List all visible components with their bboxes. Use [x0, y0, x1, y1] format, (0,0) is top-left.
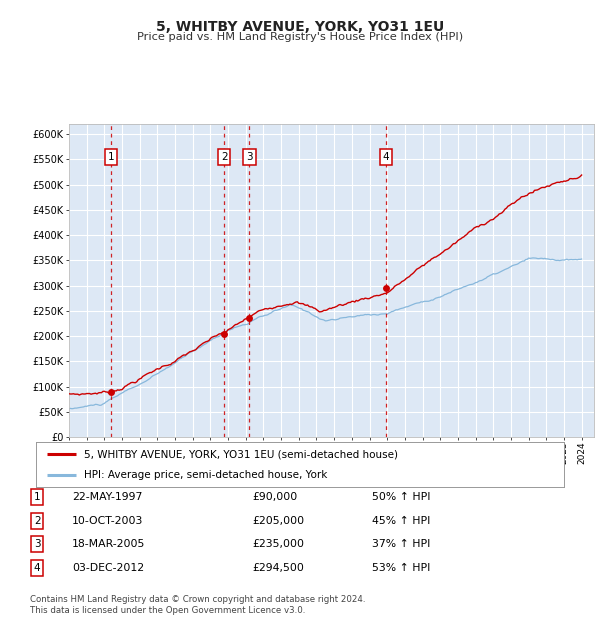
Text: This data is licensed under the Open Government Licence v3.0.: This data is licensed under the Open Gov… — [30, 606, 305, 615]
Text: 4: 4 — [34, 563, 41, 573]
Text: HPI: Average price, semi-detached house, York: HPI: Average price, semi-detached house,… — [83, 469, 327, 480]
Text: 3: 3 — [246, 152, 253, 162]
Text: 2: 2 — [221, 152, 227, 162]
Text: 3: 3 — [34, 539, 41, 549]
Text: 18-MAR-2005: 18-MAR-2005 — [72, 539, 145, 549]
Text: 5, WHITBY AVENUE, YORK, YO31 1EU: 5, WHITBY AVENUE, YORK, YO31 1EU — [156, 20, 444, 34]
Text: 1: 1 — [34, 492, 41, 502]
Text: 03-DEC-2012: 03-DEC-2012 — [72, 563, 144, 573]
Text: Price paid vs. HM Land Registry's House Price Index (HPI): Price paid vs. HM Land Registry's House … — [137, 32, 463, 42]
Text: 45% ↑ HPI: 45% ↑ HPI — [372, 516, 430, 526]
Text: Contains HM Land Registry data © Crown copyright and database right 2024.: Contains HM Land Registry data © Crown c… — [30, 595, 365, 604]
Text: 4: 4 — [382, 152, 389, 162]
Text: 2: 2 — [34, 516, 41, 526]
Text: 1: 1 — [108, 152, 115, 162]
Text: £205,000: £205,000 — [252, 516, 304, 526]
Text: 5, WHITBY AVENUE, YORK, YO31 1EU (semi-detached house): 5, WHITBY AVENUE, YORK, YO31 1EU (semi-d… — [83, 449, 398, 459]
Text: £235,000: £235,000 — [252, 539, 304, 549]
Text: 22-MAY-1997: 22-MAY-1997 — [72, 492, 142, 502]
Text: 50% ↑ HPI: 50% ↑ HPI — [372, 492, 431, 502]
Text: £294,500: £294,500 — [252, 563, 304, 573]
Text: 53% ↑ HPI: 53% ↑ HPI — [372, 563, 430, 573]
Text: 37% ↑ HPI: 37% ↑ HPI — [372, 539, 430, 549]
Text: 10-OCT-2003: 10-OCT-2003 — [72, 516, 143, 526]
Text: £90,000: £90,000 — [252, 492, 297, 502]
